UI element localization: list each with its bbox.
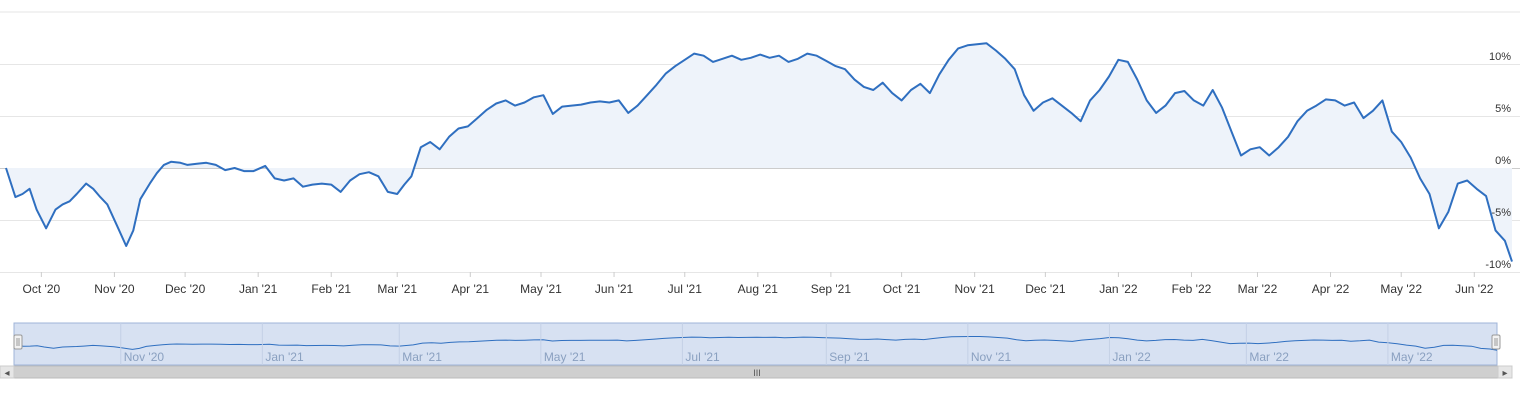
x-tick-label: Nov '20	[94, 282, 135, 296]
line-layer	[5, 42, 1513, 262]
y-axis: 10% 5% 0% -5% -10%	[1485, 51, 1511, 271]
area-layer	[6, 43, 1512, 262]
navigator-label: Nov '21	[971, 350, 1012, 364]
series-line	[5, 42, 1513, 262]
navigator-label: Jul '21	[685, 350, 720, 364]
x-tick-label: Aug '21	[738, 282, 779, 296]
navigator-handle-left-body[interactable]	[13, 334, 23, 350]
x-tick-label: Dec '21	[1025, 282, 1066, 296]
scroll-right-button[interactable]	[1497, 365, 1513, 379]
navigator-series-line	[13, 336, 1498, 351]
navigator-labels: Nov '20 Jan '21 Mar '21 May '21 Jul '21 Sep '…	[120, 323, 1433, 365]
navigator-handle-right-body[interactable]	[1491, 334, 1501, 350]
x-tick-label: Jul '21	[668, 282, 703, 296]
x-tick-label: Jan '22	[1099, 282, 1138, 296]
x-tick-label: Mar '21	[377, 282, 417, 296]
y-tick-label: 0%	[1495, 155, 1511, 167]
x-tick-label: Feb '21	[311, 282, 351, 296]
navigator[interactable]: Nov '20 Jan '21 Mar '21 May '21 Jul '21 Sep '…	[13, 322, 1501, 366]
navigator-label: Nov '20	[124, 350, 165, 364]
x-tick-label: Mar '22	[1238, 282, 1278, 296]
scroll-left-button[interactable]	[0, 365, 15, 379]
y-tick-label: -10%	[1485, 259, 1511, 271]
scroll-right-icon: ▸	[1502, 368, 1507, 379]
x-tick-label: May '21	[520, 282, 562, 296]
scroll-left-icon: ◂	[4, 368, 9, 379]
navigator-label: Mar '22	[1249, 350, 1289, 364]
y-tick-label: 5%	[1495, 103, 1511, 115]
x-tick-label: Jun '21	[595, 282, 634, 296]
scrollbar[interactable]: III ◂ ▸	[0, 365, 1513, 379]
navigator-label: Sep '21	[829, 350, 870, 364]
navigator-label: Mar '21	[402, 350, 442, 364]
navigator-selection[interactable]	[13, 322, 1498, 366]
x-tick-label: Jun '22	[1455, 282, 1494, 296]
navigator-label: May '22	[1391, 350, 1433, 364]
x-tick-label: Jan '21	[239, 282, 278, 296]
x-tick-label: Dec '20	[165, 282, 206, 296]
x-tick-label: Feb '22	[1172, 282, 1212, 296]
x-tick-label: Sep '21	[811, 282, 852, 296]
navigator-handle-left[interactable]	[13, 334, 23, 350]
y-tick-label: -5%	[1491, 207, 1511, 219]
navigator-handle-right[interactable]	[1491, 334, 1501, 350]
x-tick-label: Apr '21	[451, 282, 489, 296]
x-tick-label: May '22	[1380, 282, 1422, 296]
x-tick-label: Apr '22	[1312, 282, 1350, 296]
navigator-label: May '21	[544, 350, 586, 364]
x-tick-label: Oct '21	[883, 282, 921, 296]
y-tick-label: 10%	[1489, 51, 1511, 63]
x-tick-label: Oct '20	[23, 282, 61, 296]
navigator-label: Jan '22	[1112, 350, 1151, 364]
navigator-label: Jan '21	[265, 350, 304, 364]
scrollbar-grip-icon: III	[753, 368, 761, 378]
x-tick-label: Nov '21	[954, 282, 995, 296]
series-area	[6, 43, 1512, 262]
x-axis: Oct '20 Nov '20 Dec '20 Jan '21 Feb '21 Mar '…	[23, 272, 1494, 296]
